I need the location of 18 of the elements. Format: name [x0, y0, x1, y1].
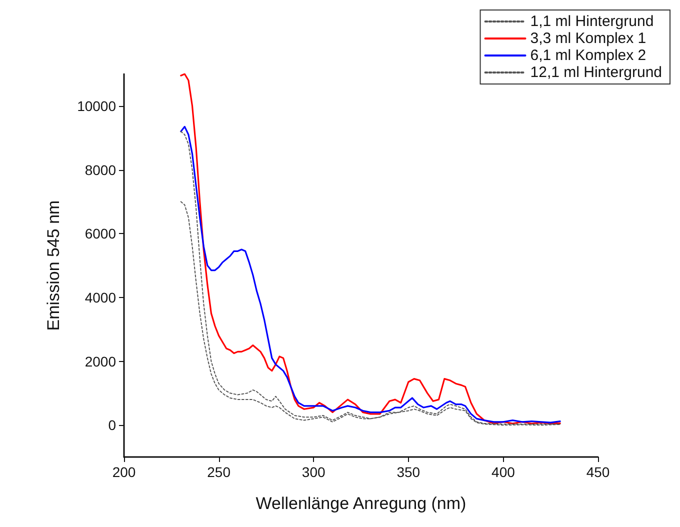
legend-label: 1,1 ml Hintergrund: [530, 13, 654, 30]
y-tick-label: 0: [108, 417, 116, 434]
x-tick-label: 300: [302, 464, 326, 480]
y-axis-title: Emission 545 nm: [44, 200, 63, 331]
legend-label: 6,1 ml Komplex 2: [530, 47, 646, 64]
legend-label: 3,3 ml Komplex 1: [530, 30, 646, 47]
x-axis-title: Wellenlänge Anregung (nm): [256, 494, 466, 513]
x-tick-label: 250: [207, 464, 231, 480]
y-tick-label: 10000: [77, 98, 116, 114]
x-tick-label: 350: [396, 464, 420, 480]
y-tick-label: 8000: [84, 162, 116, 178]
x-tick-label: 400: [492, 464, 516, 480]
legend-label: 12,1 ml Hintergrund: [530, 64, 662, 81]
y-tick-label: 6000: [84, 226, 116, 242]
x-tick-label: 450: [586, 464, 610, 480]
x-tick-label: 200: [112, 464, 136, 480]
y-tick-label: 4000: [84, 289, 116, 306]
y-tick-label: 2000: [84, 353, 116, 370]
